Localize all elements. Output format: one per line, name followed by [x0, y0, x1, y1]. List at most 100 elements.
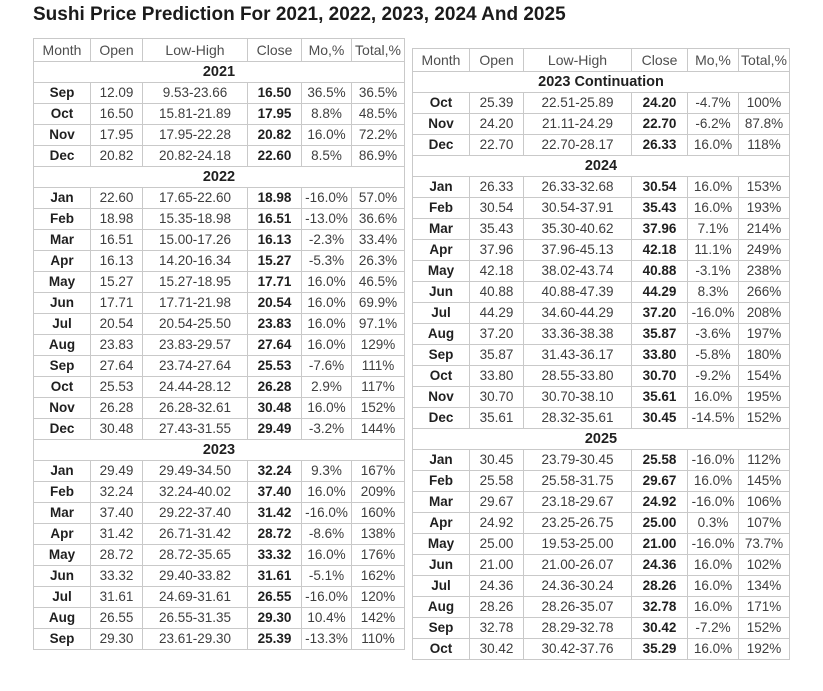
- page-title: Sushi Price Prediction For 2021, 2022, 2…: [33, 4, 566, 25]
- mo-pct-cell: -16.0%: [301, 586, 352, 608]
- lowhigh-cell: 14.20-16.34: [142, 250, 248, 272]
- table-row: Jul 20.54 20.54-25.50 23.83 16.0% 97.1%: [33, 313, 405, 335]
- year-header-row: 2023: [33, 439, 405, 461]
- mo-pct-cell: 16.0%: [687, 386, 739, 408]
- mo-pct-cell: 36.5%: [301, 82, 352, 104]
- mo-pct-cell: -3.1%: [687, 260, 739, 282]
- table-row: Aug 37.20 33.36-38.38 35.87 -3.6% 197%: [412, 323, 790, 345]
- open-cell: 30.54: [469, 197, 524, 219]
- month-cell: Apr: [412, 239, 470, 261]
- total-pct-cell: 110%: [351, 628, 405, 650]
- header-row: Month Open Low-High Close Mo,% Total,%: [33, 38, 405, 62]
- month-cell: Jul: [412, 302, 470, 324]
- mo-pct-cell: 16.0%: [687, 596, 739, 618]
- mo-pct-cell: 8.3%: [687, 281, 739, 303]
- total-pct-cell: 86.9%: [351, 145, 405, 167]
- open-cell: 24.36: [469, 575, 524, 597]
- mo-pct-cell: -7.6%: [301, 355, 352, 377]
- lowhigh-cell: 32.24-40.02: [142, 481, 248, 503]
- month-cell: Mar: [412, 491, 470, 513]
- total-pct-cell: 154%: [738, 365, 790, 387]
- total-pct-cell: 266%: [738, 281, 790, 303]
- mo-pct-cell: -16.0%: [687, 302, 739, 324]
- table-row: Sep 27.64 23.74-27.64 25.53 -7.6% 111%: [33, 355, 405, 377]
- month-cell: Oct: [412, 92, 470, 114]
- mo-pct-cell: -5.3%: [301, 250, 352, 272]
- month-cell: Oct: [412, 638, 470, 660]
- open-cell: 20.82: [90, 145, 143, 167]
- table-row: Jan 30.45 23.79-30.45 25.58 -16.0% 112%: [412, 449, 790, 471]
- total-pct-cell: 72.2%: [351, 124, 405, 146]
- open-cell: 25.00: [469, 533, 524, 555]
- lowhigh-cell: 34.60-44.29: [523, 302, 632, 324]
- total-pct-cell: 48.5%: [351, 103, 405, 125]
- column-header-mo: Mo,%: [687, 48, 739, 72]
- lowhigh-cell: 17.71-21.98: [142, 292, 248, 314]
- month-cell: Jun: [33, 565, 91, 587]
- open-cell: 26.55: [90, 607, 143, 629]
- open-cell: 16.50: [90, 103, 143, 125]
- open-cell: 35.87: [469, 344, 524, 366]
- table-row: Oct 33.80 28.55-33.80 30.70 -9.2% 154%: [412, 365, 790, 387]
- month-cell: Nov: [412, 113, 470, 135]
- total-pct-cell: 97.1%: [351, 313, 405, 335]
- month-cell: Apr: [33, 523, 91, 545]
- lowhigh-cell: 40.88-47.39: [523, 281, 632, 303]
- table-row: Jun 33.32 29.40-33.82 31.61 -5.1% 162%: [33, 565, 405, 587]
- lowhigh-cell: 23.25-26.75: [523, 512, 632, 534]
- mo-pct-cell: -5.8%: [687, 344, 739, 366]
- month-cell: Jul: [33, 586, 91, 608]
- close-cell: 30.48: [247, 397, 302, 419]
- table-row: Aug 23.83 23.83-29.57 27.64 16.0% 129%: [33, 334, 405, 356]
- total-pct-cell: 134%: [738, 575, 790, 597]
- mo-pct-cell: 16.0%: [687, 554, 739, 576]
- lowhigh-cell: 30.70-38.10: [523, 386, 632, 408]
- total-pct-cell: 214%: [738, 218, 790, 240]
- month-cell: Feb: [33, 481, 91, 503]
- mo-pct-cell: 16.0%: [687, 638, 739, 660]
- month-cell: Nov: [412, 386, 470, 408]
- year-header-row: 2022: [33, 166, 405, 188]
- open-cell: 30.48: [90, 418, 143, 440]
- total-pct-cell: 36.5%: [351, 82, 405, 104]
- lowhigh-cell: 15.27-18.95: [142, 271, 248, 293]
- total-pct-cell: 118%: [738, 134, 790, 156]
- month-cell: Sep: [33, 628, 91, 650]
- column-header-lowhigh: Low-High: [523, 48, 632, 72]
- price-table-right: Month Open Low-High Close Mo,% Total,% 2…: [412, 48, 790, 660]
- month-cell: Mar: [33, 229, 91, 251]
- month-cell: Mar: [33, 502, 91, 524]
- month-cell: Jan: [412, 449, 470, 471]
- table-row: Jun 21.00 21.00-26.07 24.36 16.0% 102%: [412, 554, 790, 576]
- mo-pct-cell: 16.0%: [687, 470, 739, 492]
- mo-pct-cell: 11.1%: [687, 239, 739, 261]
- year-label: 2024: [412, 155, 790, 177]
- close-cell: 37.40: [247, 481, 302, 503]
- total-pct-cell: 171%: [738, 596, 790, 618]
- close-cell: 17.95: [247, 103, 302, 125]
- open-cell: 35.43: [469, 218, 524, 240]
- open-cell: 33.80: [469, 365, 524, 387]
- open-cell: 22.60: [90, 187, 143, 209]
- lowhigh-cell: 31.43-36.17: [523, 344, 632, 366]
- month-cell: Sep: [412, 617, 470, 639]
- lowhigh-cell: 29.40-33.82: [142, 565, 248, 587]
- year-label: 2023 Continuation: [412, 71, 790, 93]
- month-cell: Aug: [412, 323, 470, 345]
- table-row: Jul 31.61 24.69-31.61 26.55 -16.0% 120%: [33, 586, 405, 608]
- close-cell: 42.18: [631, 239, 688, 261]
- open-cell: 25.39: [469, 92, 524, 114]
- total-pct-cell: 144%: [351, 418, 405, 440]
- table-row: May 42.18 38.02-43.74 40.88 -3.1% 238%: [412, 260, 790, 282]
- table-row: Jun 17.71 17.71-21.98 20.54 16.0% 69.9%: [33, 292, 405, 314]
- lowhigh-cell: 24.69-31.61: [142, 586, 248, 608]
- open-cell: 32.78: [469, 617, 524, 639]
- month-cell: Sep: [33, 82, 91, 104]
- mo-pct-cell: -14.5%: [687, 407, 739, 429]
- month-cell: Feb: [412, 197, 470, 219]
- close-cell: 28.72: [247, 523, 302, 545]
- close-cell: 32.78: [631, 596, 688, 618]
- lowhigh-cell: 29.22-37.40: [142, 502, 248, 524]
- total-pct-cell: 87.8%: [738, 113, 790, 135]
- mo-pct-cell: -4.7%: [687, 92, 739, 114]
